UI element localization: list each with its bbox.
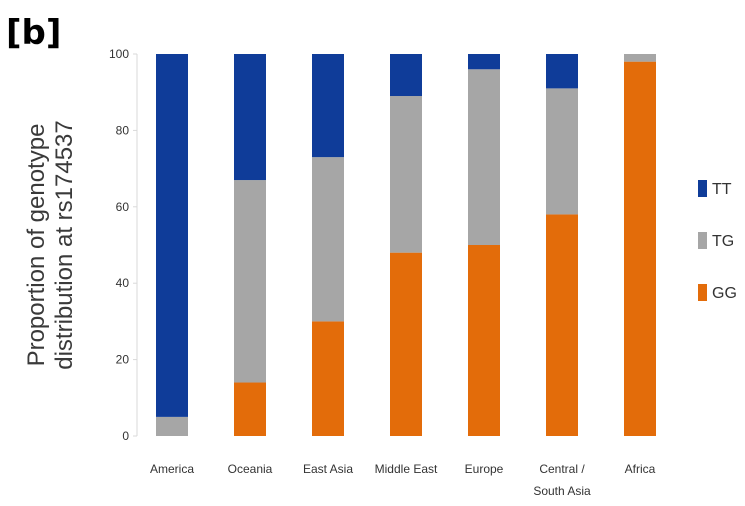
y-tick-label: 0 bbox=[122, 429, 129, 443]
legend: TT TG GG bbox=[698, 180, 737, 302]
x-axis-labels: America Oceania East Asia Middle East Europe… bbox=[150, 462, 656, 498]
bar-segment-gg bbox=[312, 321, 344, 436]
bar-segment-gg bbox=[624, 61, 656, 436]
x-tick-label: America bbox=[150, 462, 194, 476]
bar-segment-tt bbox=[156, 54, 188, 417]
panel-label: [b] bbox=[6, 13, 61, 53]
y-tick-label: 100 bbox=[109, 47, 129, 61]
bar-segment-gg bbox=[234, 382, 266, 436]
x-tick-label: Europe bbox=[465, 462, 504, 476]
x-tick-label: South Asia bbox=[533, 484, 591, 498]
bar-segment-tt bbox=[546, 54, 578, 89]
y-tick-label: 20 bbox=[116, 353, 130, 367]
bar-group bbox=[156, 54, 656, 436]
bar-segment-tg bbox=[468, 69, 500, 245]
bar-segment-gg bbox=[546, 214, 578, 436]
legend-swatch-gg bbox=[698, 284, 707, 301]
legend-swatch-tt bbox=[698, 180, 707, 197]
bar-segment-tg bbox=[156, 416, 188, 436]
y-tick-label: 40 bbox=[116, 276, 130, 290]
y-tick-label: 80 bbox=[116, 123, 130, 137]
y-axis-label: Proportion of genotype distribution at rs… bbox=[23, 120, 78, 370]
legend-label-tt: TT bbox=[712, 181, 732, 198]
x-tick-label: Oceania bbox=[228, 462, 273, 476]
x-tick-label: Africa bbox=[625, 462, 656, 476]
x-tick-label: East Asia bbox=[303, 462, 353, 476]
bar-segment-tt bbox=[390, 54, 422, 97]
bar-segment-tt bbox=[312, 54, 344, 158]
x-tick-label: Central / bbox=[539, 462, 585, 476]
y-tick-label: 60 bbox=[116, 200, 130, 214]
y-axis-label-line: Proportion of genotype bbox=[23, 124, 50, 367]
bar-segment-tg bbox=[234, 180, 266, 383]
legend-label-gg: GG bbox=[712, 285, 737, 302]
bar-segment-tg bbox=[546, 88, 578, 215]
legend-label-tg: TG bbox=[712, 233, 734, 250]
y-axis: 0 20 40 60 80 100 bbox=[109, 47, 138, 443]
bar-segment-tt bbox=[468, 54, 500, 70]
bar-segment-tt bbox=[234, 54, 266, 181]
legend-swatch-tg bbox=[698, 232, 707, 249]
bar-segment-gg bbox=[468, 245, 500, 436]
bar-segment-gg bbox=[390, 252, 422, 436]
bar-segment-tg bbox=[390, 96, 422, 253]
bar-segment-tg bbox=[624, 54, 656, 62]
y-axis-label-line: distribution at rs174537 bbox=[51, 120, 78, 370]
x-tick-label: Middle East bbox=[375, 462, 438, 476]
bar-segment-tg bbox=[312, 157, 344, 322]
